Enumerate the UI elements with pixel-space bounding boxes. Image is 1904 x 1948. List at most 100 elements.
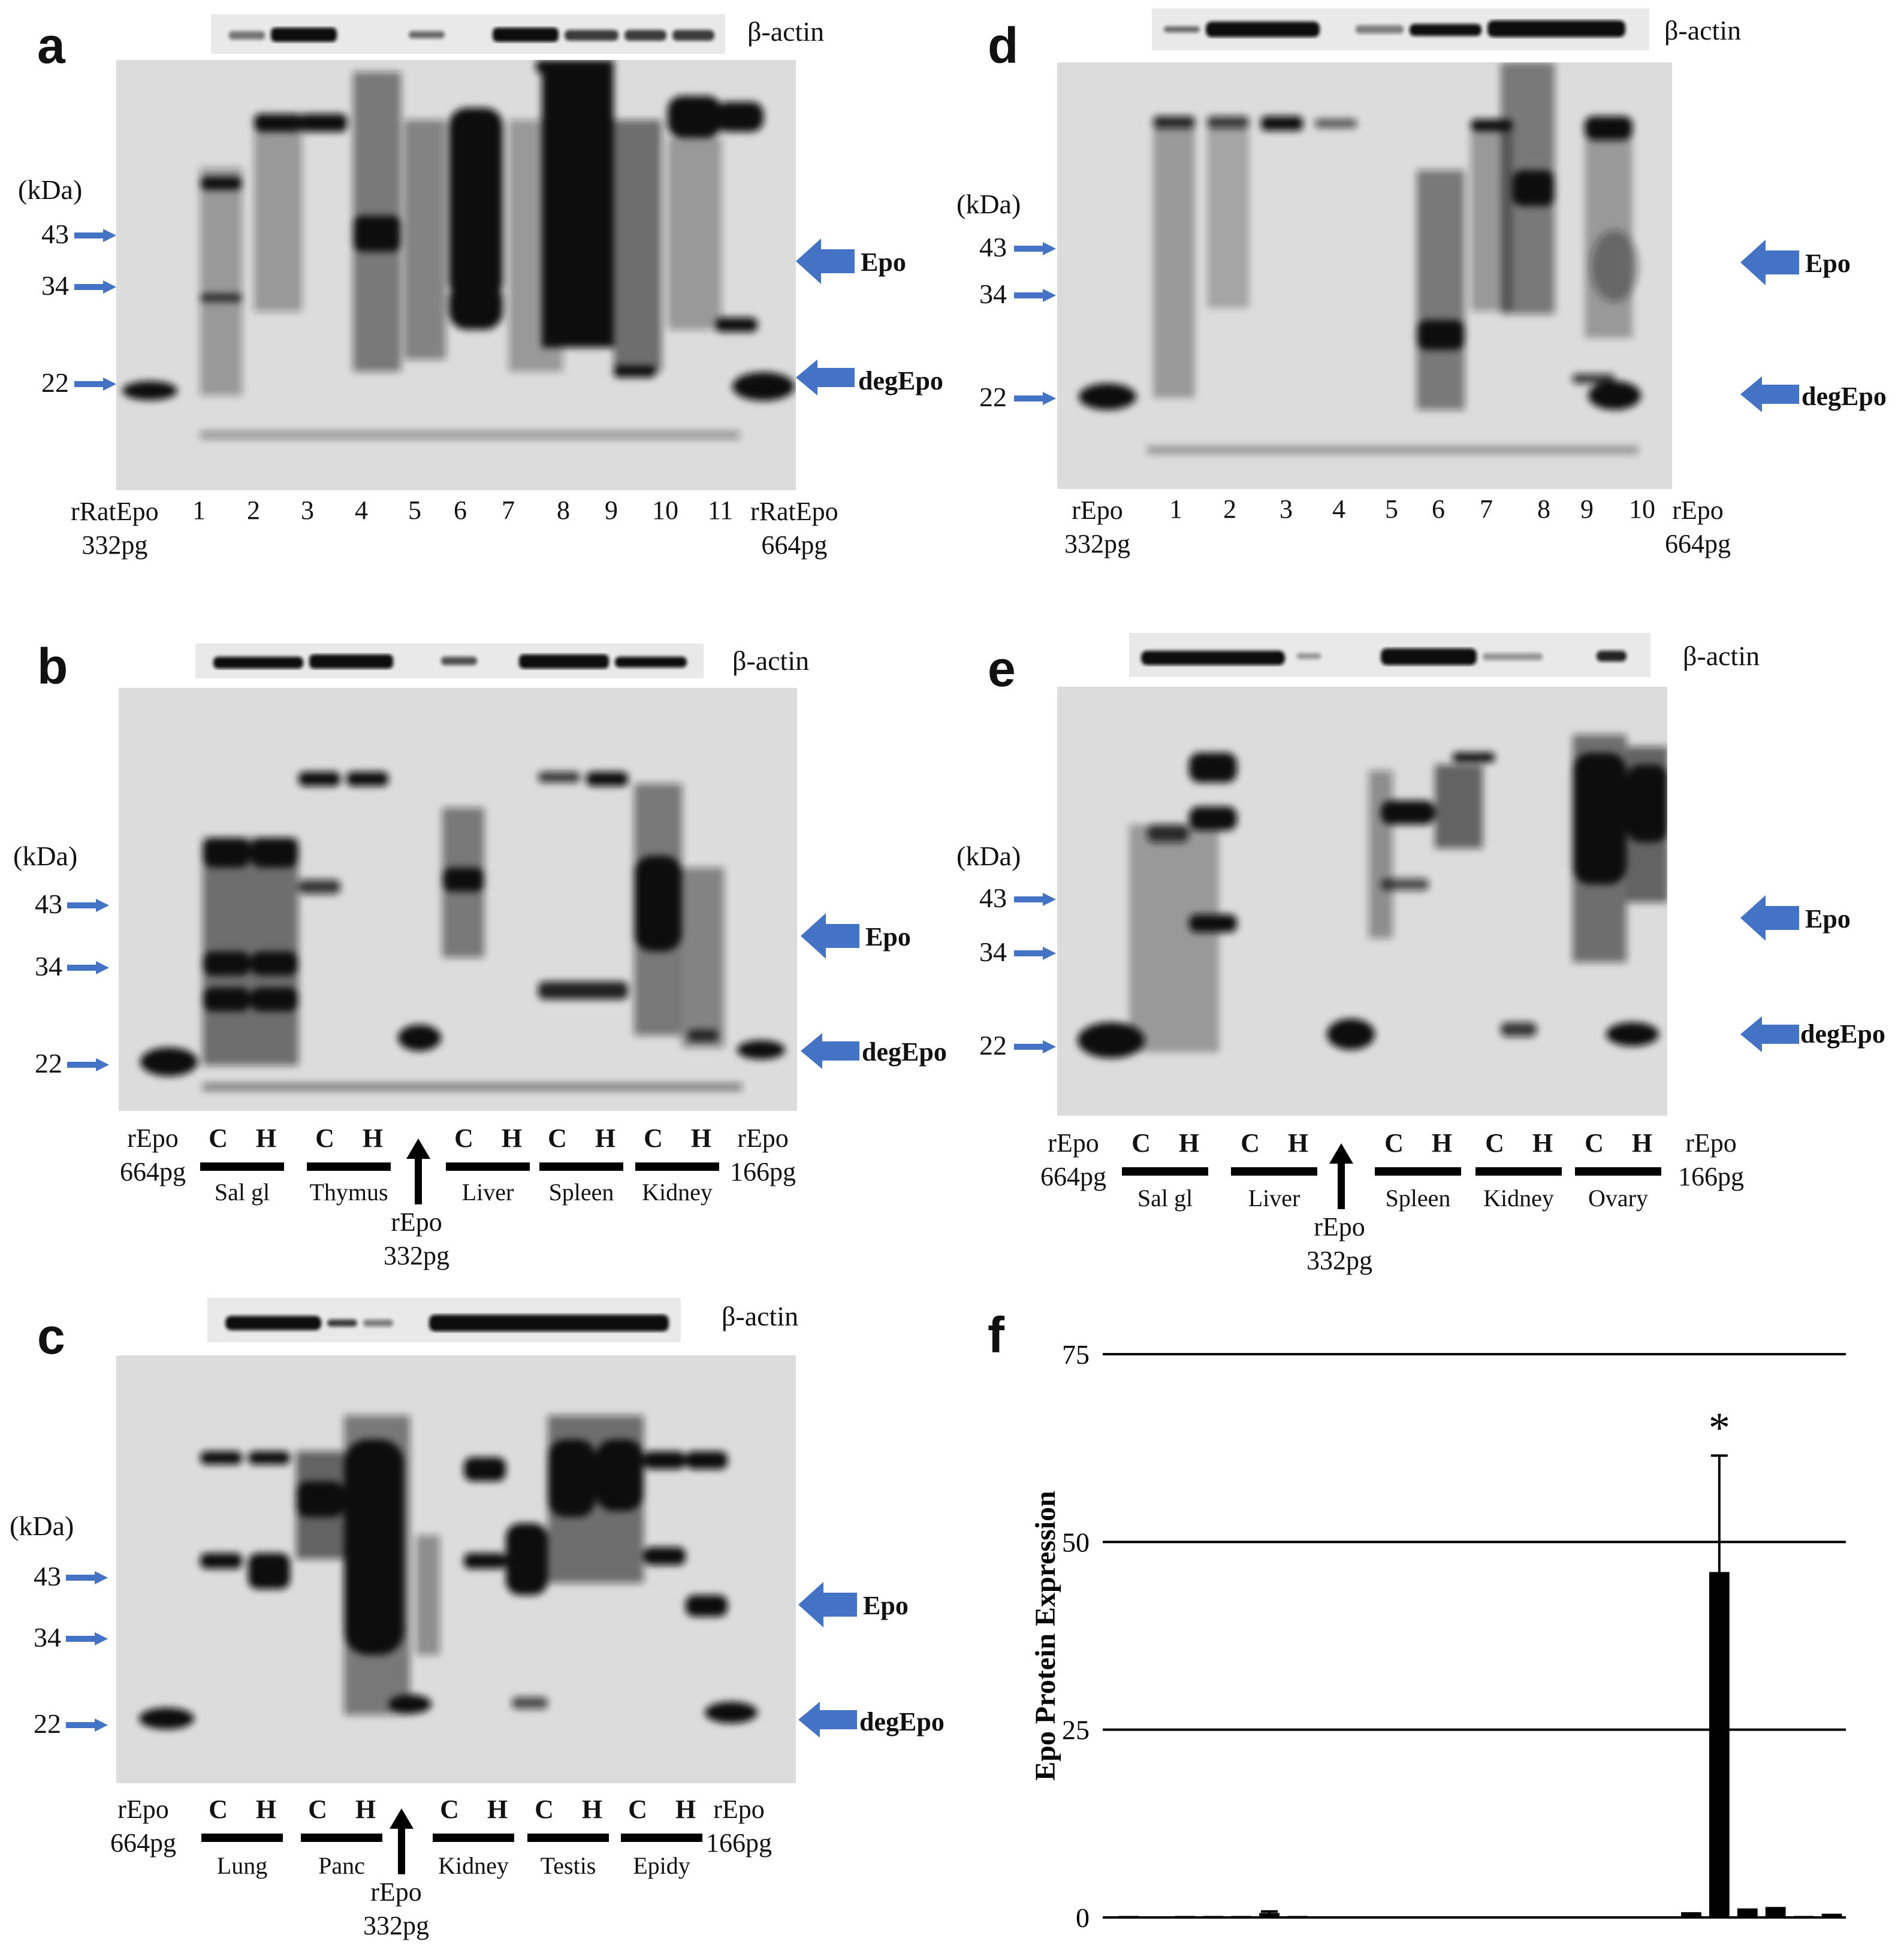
arrow-left-icon: [798, 1582, 857, 1627]
arrow-up-icon: [406, 1138, 430, 1204]
control-label: C: [454, 1124, 473, 1153]
tissue-label: Sal gl: [214, 1179, 270, 1206]
lane-number-label: 7: [502, 496, 515, 525]
lane-number-label: 5: [1385, 494, 1398, 524]
panel-b-letter: b: [37, 638, 68, 694]
panel-a-blot: [116, 60, 796, 490]
tissue-label: Ovary: [1588, 1185, 1648, 1212]
panel-a-mw-34: 34: [41, 270, 69, 301]
std-amount: 332pg: [1064, 529, 1130, 558]
x-tick-label: 11b: [1706, 1940, 1733, 1941]
panel-e-actin-blot: [1129, 633, 1650, 677]
lane-number-label: 2: [1223, 494, 1236, 524]
std-name: rRatEpo: [750, 497, 838, 526]
panel-a-right-std: rRatEpo 664pg: [750, 495, 838, 562]
hypoxia-label: H: [487, 1795, 508, 1824]
x-tick-label: 4b: [1317, 1940, 1335, 1941]
control-label: C: [1131, 1128, 1151, 1158]
panel-a-left-std: rRatEpo 332pg: [71, 495, 159, 562]
bar: [1259, 1913, 1280, 1917]
x-tick-label: 9a: [1570, 1940, 1587, 1941]
std-name: rEpo: [391, 1207, 442, 1237]
tissue-label: Panc: [318, 1852, 365, 1879]
panel-e-mw-34: 34: [979, 937, 1007, 967]
std-name: rEpo: [1314, 1212, 1365, 1242]
control-label: C: [440, 1795, 459, 1824]
control-label: C: [1485, 1128, 1504, 1158]
bar: [1737, 1908, 1758, 1917]
std-name: rEpo: [1048, 1128, 1099, 1158]
group-bracket: [1475, 1167, 1562, 1176]
panel-a-kda-label: (kDa): [18, 174, 83, 205]
arrow-right-icon: [66, 1571, 108, 1584]
x-tick-label: 1b: [1148, 1940, 1166, 1941]
hypoxia-label: H: [1631, 1128, 1653, 1158]
panel-d-letter: d: [988, 17, 1019, 74]
tissue-label: Testis: [540, 1852, 596, 1879]
arrow-left-icon: [1740, 895, 1799, 941]
lane-number-label: 9: [605, 496, 618, 525]
x-tick-label: 3a: [1233, 1940, 1250, 1941]
group-bracket: [539, 1162, 623, 1171]
panel-b-degepo-label: degEpo: [862, 1037, 947, 1067]
group-bracket: [635, 1162, 719, 1171]
tissue-label: Kidney: [438, 1852, 509, 1879]
panel-d-actin-label: β-actin: [1664, 15, 1742, 46]
x-tick-label: 13a: [1791, 1940, 1817, 1941]
lane-number-label: 10: [1629, 494, 1655, 524]
arrow-up-icon: [390, 1808, 414, 1874]
tissue-label: Kidney: [642, 1179, 713, 1206]
std-amount: 332pg: [82, 530, 148, 560]
y-tick-label: 75: [1062, 1339, 1090, 1370]
tissue-label: Spleen: [1385, 1185, 1451, 1212]
hypoxia-label: H: [362, 1124, 384, 1153]
x-tick-label: 6b: [1429, 1940, 1447, 1941]
x-tick-label: 8a: [1514, 1940, 1531, 1941]
arrow-right-icon: [74, 229, 116, 242]
lane-number-label: 7: [1480, 494, 1493, 524]
panel-b-actin-label: β-actin: [732, 645, 810, 676]
std-amount: 664pg: [1665, 529, 1731, 558]
lane-number-label: 6: [1432, 494, 1445, 524]
arrow-right-icon: [1014, 1040, 1056, 1053]
hypoxia-label: H: [581, 1795, 603, 1824]
panel-c-degepo-label: degEpo: [859, 1707, 945, 1736]
panel-d-actin-blot: [1152, 8, 1649, 50]
lane-number-label: 6: [454, 496, 467, 525]
x-tick-label: 12a: [1734, 1940, 1760, 1941]
panel-a-mw-43: 43: [41, 219, 69, 249]
bar: [1231, 1916, 1252, 1917]
panel-e-actin-label: β-actin: [1683, 641, 1760, 671]
arrow-left-icon: [1740, 240, 1799, 285]
y-tick-label: 25: [1062, 1715, 1090, 1745]
lane-number-label: 3: [1280, 494, 1293, 524]
y-axis-label: Epo Protein Expression: [1030, 1491, 1061, 1781]
tissue-label: Lung: [216, 1852, 268, 1879]
tissue-label: Epidy: [633, 1852, 690, 1879]
control-label: C: [209, 1795, 228, 1824]
hypoxia-label: H: [1532, 1128, 1553, 1158]
panel-b-mw-22: 22: [35, 1048, 62, 1079]
group-bracket: [307, 1162, 391, 1171]
hypoxia-label: H: [355, 1795, 376, 1824]
lane-number-label: 10: [652, 496, 678, 525]
arrow-right-icon: [67, 961, 109, 974]
arrow-right-icon: [1014, 289, 1056, 302]
group-bracket: [621, 1834, 702, 1842]
group-bracket: [200, 1162, 284, 1171]
arrow-right-icon: [66, 1719, 108, 1732]
panel-e-blot: [1057, 687, 1667, 1116]
control-label: C: [628, 1795, 647, 1824]
panel-b-actin-blot: [195, 644, 704, 678]
panel-e-kda-label: (kDa): [956, 841, 1021, 871]
lane-number-label: 8: [1537, 494, 1550, 524]
arrow-right-icon: [1014, 947, 1056, 960]
arrow-up-icon: [1329, 1143, 1353, 1209]
panel-c-actin-label: β-actin: [722, 1301, 799, 1331]
panel-a-mw-22: 22: [41, 367, 69, 398]
arrow-right-icon: [67, 1058, 109, 1071]
panel-c-actin-blot: [207, 1298, 681, 1342]
panel-d-right-std: rEpo 664pg: [1665, 494, 1731, 561]
bar: [1287, 1916, 1308, 1917]
